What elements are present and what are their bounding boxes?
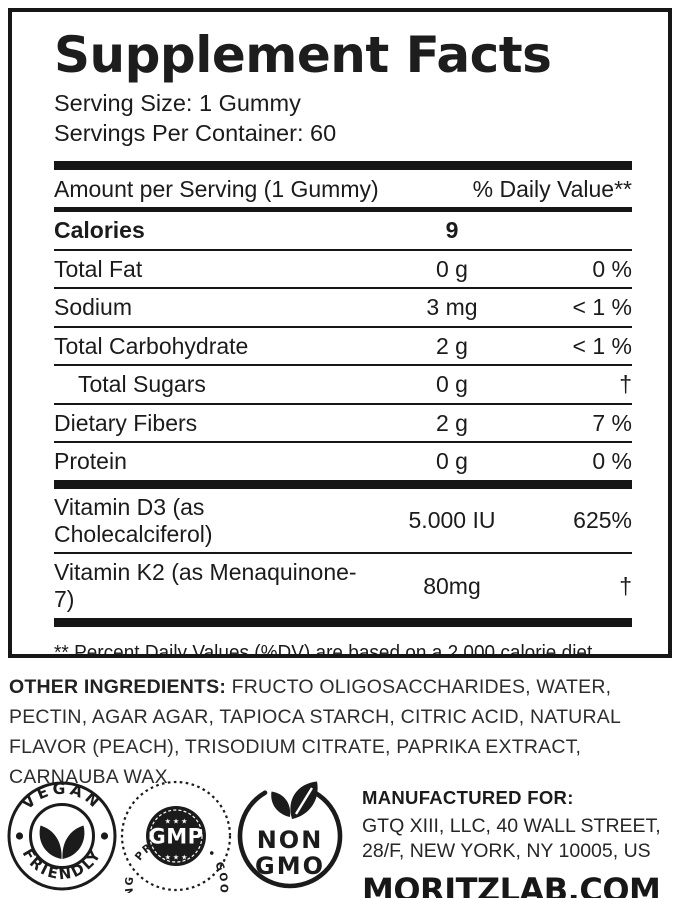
vitamin-rows: Vitamin D3 (as Cholecalciferol) 5.000 IU… (54, 489, 632, 618)
serving-size: Serving Size: 1 Gummy (54, 90, 301, 116)
manufactured-for-heading: MANUFACTURED FOR: (362, 787, 574, 808)
divider-bar-bottom (54, 617, 632, 627)
nutrient-name: Total Sugars (78, 371, 206, 397)
other-ingredients-text: FRUCTO OLIGOSACCHARIDES, WATER, PECTIN, … (9, 676, 621, 788)
nutrient-row: Total Fat 0 g 0 % (54, 251, 632, 289)
table-header-row: Amount per Serving (1 Gummy) % Daily Val… (54, 170, 632, 212)
nutrient-daily-value: < 1 % (572, 332, 632, 359)
nutrient-name: Total Carbohydrate (54, 332, 249, 359)
nutrient-row: Sodium 3 mg < 1 % (54, 289, 632, 328)
nutrient-daily-value: 0 % (592, 448, 632, 474)
manufacturer-website: MORITZLAB.COM (362, 871, 661, 898)
vegan-friendly-badge-icon: VEGAN FRIENDLY (7, 780, 117, 891)
leaf-icon (271, 781, 318, 819)
footnotes: ** Percent Daily Values (%DV) are based … (54, 640, 632, 658)
vitamin-row: Vitamin D3 (as Cholecalciferol) 5.000 IU… (54, 489, 632, 554)
vitamin-row: Vitamin K2 (as Menaquinone-7) 80mg † (54, 554, 632, 618)
vitamin-name: Vitamin K2 (as Menaquinone-7) (54, 559, 357, 612)
servings-per-container: Servings Per Container: 60 (54, 120, 337, 146)
nutrient-daily-value: 0 % (592, 255, 632, 282)
svg-text:VEGAN: VEGAN (18, 780, 105, 813)
nutrient-row: Total Carbohydrate 2 g < 1 % (54, 328, 632, 366)
leaf-icon (39, 825, 85, 859)
nutrient-daily-value: † (619, 371, 632, 397)
nutrient-row: Protein 0 g 0 % (54, 443, 632, 480)
vitamin-amount: 5.000 IU (408, 507, 496, 533)
nutrient-amount: 0 g (436, 448, 468, 474)
nutrient-row: Dietary Fibers 2 g 7 % (54, 405, 632, 443)
manufacturer-info: MANUFACTURED FOR: GTQ XIII, LLC, 40 WALL… (362, 779, 661, 898)
vitamin-name: Vitamin D3 (as Cholecalciferol) (54, 493, 213, 547)
non-gmo-badge-icon: NON GMO (237, 781, 343, 889)
nutrient-amount: 2 g (436, 409, 468, 436)
nutrient-daily-value: 7 % (592, 409, 632, 436)
amount-per-serving-header: Amount per Serving (1 Gummy) (54, 176, 379, 202)
nutrient-amount: 2 g (436, 332, 468, 359)
nutrient-name: Sodium (54, 294, 132, 320)
calories-label: Calories (54, 217, 145, 243)
supplement-facts-panel: Supplement Facts Serving Size: 1 Gummy S… (8, 8, 672, 658)
vitamin-daily-value: 625% (573, 507, 632, 533)
manufacturer-address-line2: 28/F, NEW YORK, NY 10005, US (362, 840, 651, 862)
nutrient-amount: 0 g (436, 371, 468, 397)
divider-bar-middle (54, 479, 632, 489)
non-gmo-line2: GMO (255, 852, 325, 880)
nutrient-name: Dietary Fibers (54, 409, 198, 436)
bottom-row: VEGAN FRIENDLY PRACTICE • GOOD MANUFACTU… (5, 779, 661, 898)
nutrient-name: Total Fat (54, 255, 143, 282)
nutrient-name: Protein (54, 448, 127, 474)
footnote-daily-values: ** Percent Daily Values (%DV) are based … (54, 641, 598, 658)
vitamin-daily-value: † (619, 572, 632, 599)
nutrient-row: Total Sugars 0 g † (54, 366, 632, 405)
nutrient-amount: 3 mg (426, 294, 478, 320)
gmp-stars-top: ★ ★ ★ (165, 818, 188, 826)
nutrient-amount: 0 g (436, 255, 468, 282)
manufacturer-address-line1: GTQ XIII, LLC, 40 WALL STREET, (362, 815, 661, 837)
non-gmo-line1: NON (257, 826, 324, 854)
gmp-stars-bottom: ★ ★ ★ (165, 854, 188, 862)
gmp-center-text: GMP (148, 825, 203, 849)
vegan-badge-top-text: VEGAN (18, 780, 102, 813)
divider-bar-top (54, 161, 632, 170)
calories-row: Calories 9 (54, 212, 632, 251)
other-ingredients-label: OTHER INGREDIENTS: (9, 676, 227, 698)
other-ingredients: OTHER INGREDIENTS: FRUCTO OLIGOSACCHARID… (9, 672, 674, 792)
panel-title: Supplement Facts (54, 26, 552, 84)
gmp-badge-icon: PRACTICE • GOOD MANUFACTURING ★ ★ ★ GMP … (120, 780, 232, 893)
daily-value-header: % Daily Value** (472, 176, 632, 202)
nutrient-rows: Total Fat 0 g 0 % Sodium 3 mg < 1 % Tota… (54, 251, 632, 480)
vitamin-amount: 80mg (423, 572, 481, 599)
nutrient-daily-value: < 1 % (572, 294, 632, 320)
calories-amount: 9 (445, 217, 459, 243)
